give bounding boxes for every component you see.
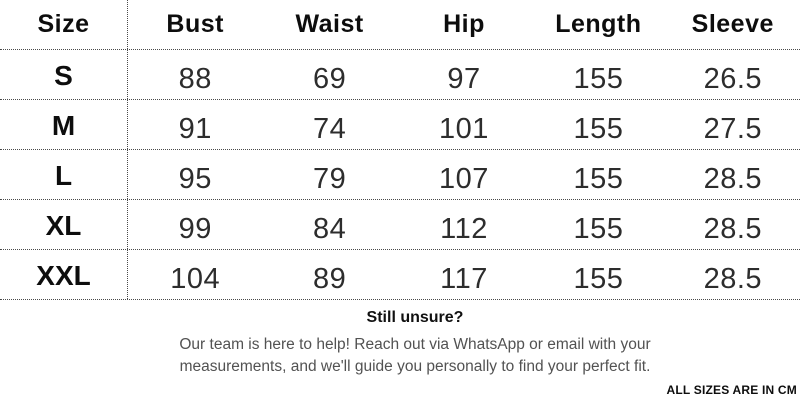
sleeve-value: 28.5 xyxy=(703,263,763,295)
help-heading: Still unsure? xyxy=(366,309,464,326)
hip-value: 97 xyxy=(447,63,481,95)
column-header-waist: Waist xyxy=(295,10,364,38)
table-header-row: Size Bust Waist Hip Length Sleeve xyxy=(0,0,800,50)
size-label: XL xyxy=(0,200,128,249)
sleeve-value: 28.5 xyxy=(703,213,763,245)
size-label: XXL xyxy=(0,250,128,299)
table-row-xl: XL 99 84 112 155 28.5 xyxy=(0,200,800,250)
sleeve-value: 28.5 xyxy=(703,163,763,195)
bust-value: 95 xyxy=(178,163,212,195)
length-value: 155 xyxy=(573,163,624,195)
hip-value: 112 xyxy=(440,213,488,245)
column-header-size: Size xyxy=(0,0,128,49)
column-header-hip: Hip xyxy=(443,10,485,38)
size-label: M xyxy=(0,100,128,149)
waist-value: 79 xyxy=(312,163,347,195)
bust-value: 99 xyxy=(178,213,212,245)
length-value: 155 xyxy=(573,213,624,245)
waist-value: 69 xyxy=(312,63,347,95)
table-row-s: S 88 69 97 155 26.5 xyxy=(0,50,800,100)
sleeve-value: 26.5 xyxy=(703,63,763,95)
length-value: 155 xyxy=(573,63,624,95)
bust-value: 104 xyxy=(170,263,221,295)
help-blurb: Still unsure? Our team is here to help! … xyxy=(15,300,800,377)
help-text-line1: Our team is here to help! Reach out via … xyxy=(179,336,651,353)
waist-value: 74 xyxy=(312,113,347,145)
help-text-line2: measurements, and we'll guide you person… xyxy=(179,357,651,375)
hip-value: 117 xyxy=(440,263,488,295)
help-text: Our team is here to help! Reach out via … xyxy=(15,334,800,377)
table-row-xxl: XXL 104 89 117 155 28.5 xyxy=(0,250,800,300)
length-value: 155 xyxy=(573,263,624,295)
size-table: Size Bust Waist Hip Length Sleeve S 88 6… xyxy=(0,0,800,300)
waist-value: 84 xyxy=(312,213,347,245)
sleeve-value: 27.5 xyxy=(703,113,763,145)
waist-value: 89 xyxy=(312,263,347,295)
hip-value: 101 xyxy=(439,113,489,145)
bust-value: 91 xyxy=(178,113,212,145)
column-header-sleeve: Sleeve xyxy=(691,10,774,38)
table-row-l: L 95 79 107 155 28.5 xyxy=(0,150,800,200)
column-header-bust: Bust xyxy=(166,10,224,38)
bust-value: 88 xyxy=(178,63,212,95)
size-label: S xyxy=(0,50,128,99)
size-label: L xyxy=(0,150,128,199)
unit-note: ALL SIZES ARE IN CM xyxy=(666,383,797,397)
column-header-length: Length xyxy=(555,10,642,38)
table-row-m: M 91 74 101 155 27.5 xyxy=(0,100,800,150)
hip-value: 107 xyxy=(439,163,489,195)
footer: Still unsure? Our team is here to help! … xyxy=(0,300,800,400)
length-value: 155 xyxy=(573,113,624,145)
